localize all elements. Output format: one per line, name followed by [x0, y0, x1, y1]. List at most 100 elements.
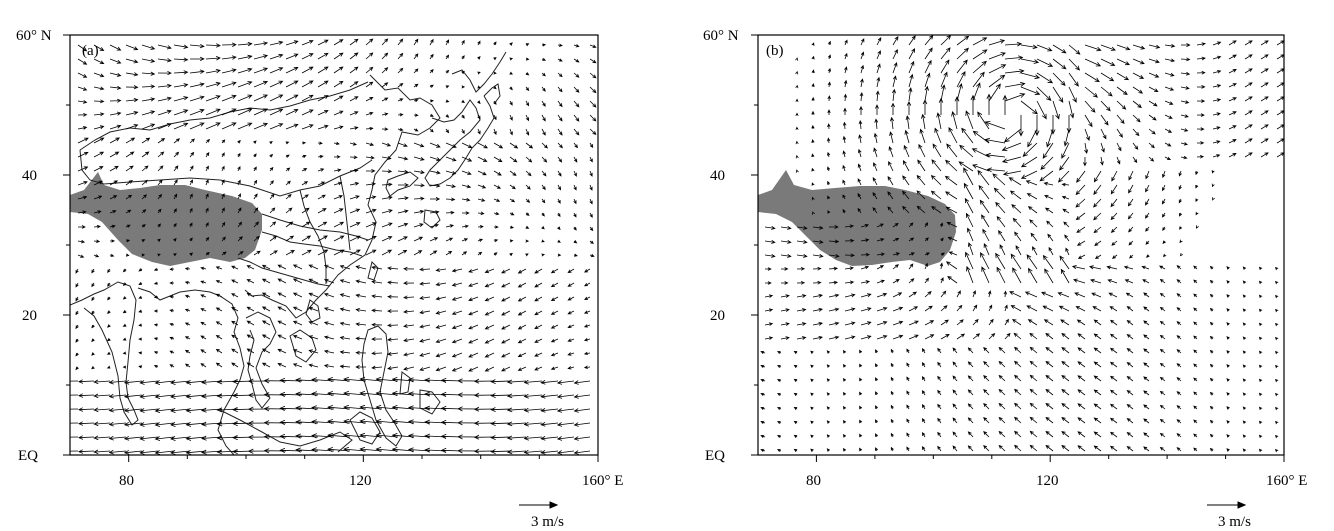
wind-arrow	[1258, 364, 1263, 369]
wind-arrow	[525, 43, 530, 47]
wind-arrow	[285, 207, 293, 214]
wind-arrow	[125, 180, 133, 186]
wind-arrow	[91, 268, 95, 274]
wind-arrow	[1020, 44, 1038, 50]
wind-arrow	[1059, 255, 1070, 270]
wind-arrow	[153, 309, 158, 313]
wind-arrow	[301, 53, 314, 60]
wind-arrow	[967, 389, 974, 396]
wind-arrow	[200, 308, 207, 312]
wind-arrow	[1128, 184, 1134, 194]
wind-arrow	[253, 140, 257, 144]
wind-arrow	[810, 350, 814, 354]
wind-arrow	[857, 207, 862, 214]
wind-arrow	[826, 406, 830, 410]
wind-arrow	[445, 85, 450, 89]
wind-arrow	[261, 362, 271, 368]
wind-arrow	[956, 333, 966, 340]
wind-arrow	[253, 153, 257, 158]
wind-arrow	[1039, 170, 1054, 182]
wind-arrow	[237, 152, 241, 158]
wind-arrow	[924, 237, 929, 242]
wind-arrow	[860, 252, 871, 257]
wind-arrow	[1143, 432, 1150, 438]
wind-arrow	[589, 198, 593, 205]
wind-arrow	[221, 94, 237, 102]
wind-arrow	[1068, 58, 1081, 71]
wind-arrow	[493, 156, 503, 163]
wind-arrow	[1162, 170, 1166, 179]
wind-arrow	[541, 128, 546, 136]
wind-arrow	[445, 99, 450, 103]
wind-arrow	[906, 390, 910, 396]
wind-arrow	[1029, 388, 1038, 396]
wind-arrow	[333, 125, 344, 130]
wind-arrow	[477, 198, 486, 202]
wind-arrow	[1045, 374, 1054, 382]
wind-arrow	[461, 99, 465, 104]
wind-arrow	[811, 42, 815, 46]
wind-arrow	[951, 111, 958, 130]
wind-arrow	[501, 282, 511, 288]
wind-arrow	[1048, 246, 1054, 256]
wind-arrow	[91, 324, 95, 329]
wind-arrow	[419, 352, 431, 357]
wind-arrow	[445, 156, 457, 162]
wind-arrow	[323, 293, 335, 298]
wind-arrow	[956, 290, 961, 298]
wind-arrow	[109, 210, 117, 214]
wind-arrow	[1193, 391, 1198, 396]
wind-arrow	[764, 322, 774, 326]
wind-arrow	[1009, 190, 1022, 200]
wind-arrow	[967, 347, 974, 354]
wind-arrow	[826, 364, 830, 368]
wind-arrow	[261, 348, 271, 354]
wind-arrow	[876, 307, 888, 312]
wind-arrow	[419, 295, 431, 300]
wind-arrow	[760, 406, 766, 410]
wind-arrow	[1075, 306, 1086, 312]
wind-arrow	[184, 363, 191, 368]
wind-arrow	[1276, 138, 1284, 144]
wind-arrow	[70, 408, 79, 410]
wind-arrow	[1008, 177, 1022, 186]
wind-arrow	[1209, 405, 1214, 410]
tibetan-plateau-shading	[70, 172, 262, 266]
wind-arrow	[795, 112, 799, 116]
wind-arrow	[154, 408, 175, 413]
wind-arrow	[924, 222, 929, 228]
wind-arrow	[1193, 377, 1198, 382]
wind-arrow	[1057, 170, 1070, 183]
wind-arrow	[1260, 124, 1269, 130]
wind-arrow	[534, 352, 543, 357]
wind-arrow	[189, 122, 205, 130]
wind-arrow	[429, 69, 434, 74]
wind-arrow	[1260, 40, 1269, 46]
wind-arrow	[397, 209, 409, 214]
wind-arrow	[924, 59, 932, 74]
wind-arrow	[924, 290, 932, 298]
wind-arrow	[261, 292, 271, 298]
wind-arrow	[157, 44, 172, 50]
wind-arrow	[253, 80, 269, 88]
wind-arrow	[890, 390, 894, 396]
wind-arrow	[1009, 291, 1022, 298]
wind-arrow	[285, 80, 299, 88]
wind-arrow	[827, 210, 831, 214]
wind-arrow	[93, 435, 111, 441]
wind-arrow	[1111, 254, 1118, 259]
wind-arrow	[1013, 332, 1022, 340]
wind-arrow	[844, 66, 848, 74]
wind-arrow	[93, 166, 104, 172]
wind-arrow	[157, 137, 166, 144]
wind-arrow	[125, 124, 139, 130]
wind-arrow	[1195, 225, 1199, 229]
wind-arrow	[534, 268, 543, 274]
wind-arrow	[173, 193, 178, 200]
wind-arrow	[141, 44, 156, 50]
wind-arrow	[1143, 404, 1150, 410]
wind-arrow	[1109, 431, 1118, 438]
wind-arrow	[205, 108, 221, 116]
wind-arrow	[403, 266, 415, 271]
wind-arrow	[141, 165, 149, 172]
